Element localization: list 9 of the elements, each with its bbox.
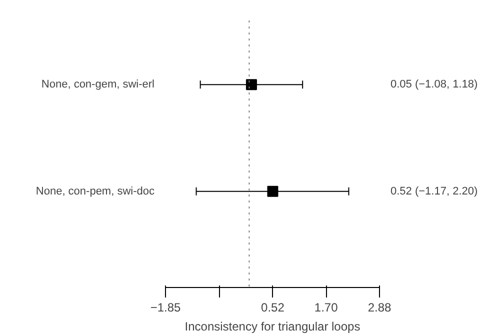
- x-tick-label: −1.85: [150, 300, 182, 314]
- data-label: 0.52 (−1.17, 2.20): [390, 185, 478, 198]
- y-tick-label: None, con-pem, swi-doc: [36, 185, 155, 198]
- data-label: 0.05 (−1.08, 1.18): [390, 78, 478, 91]
- x-tick-label: 1.70: [314, 300, 338, 314]
- x-tick-label: 0.52: [261, 300, 285, 314]
- y-tick-label: None, con-gem, swi-erl: [41, 78, 154, 91]
- x-tick-label: 2.88: [368, 300, 392, 314]
- x-axis-title: Inconsistency for triangular loops: [184, 320, 360, 334]
